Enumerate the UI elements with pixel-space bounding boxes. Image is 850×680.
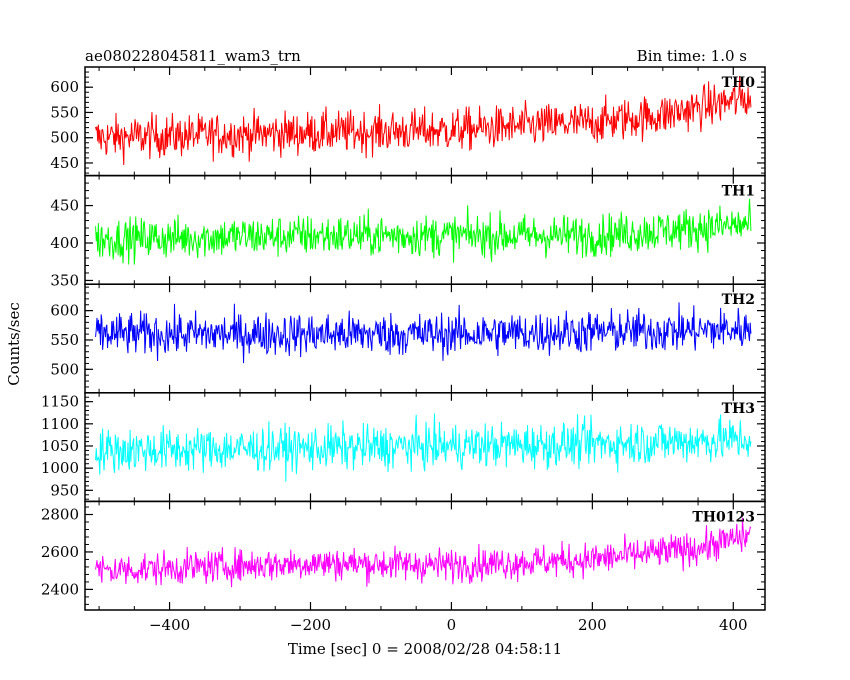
x-axis: −400 −200 0 200 400 (149, 616, 748, 634)
bin-time-label: Bin time: 1.0 s (637, 47, 747, 65)
x-tick-label: 400 (719, 616, 748, 634)
panel-frame (84, 500, 766, 611)
x-tick-label: 200 (578, 616, 607, 634)
y-axis-label: Counts/sec (5, 302, 23, 386)
panel-th1: 350 400 450 TH1 (50, 174, 766, 289)
x-tick-label: −400 (149, 616, 190, 634)
panel-th2: 500 550 600 TH2 (50, 283, 766, 394)
y-tick-label: 1150 (41, 393, 79, 411)
y-tick-label: 600 (50, 78, 79, 96)
panel-label-th1: TH1 (722, 184, 755, 200)
series-line-th2 (95, 302, 752, 364)
y-tick-label: 950 (50, 481, 79, 499)
panel-th3: 950 1000 1050 1100 1150 TH3 (41, 392, 766, 503)
y-tick-label: 2800 (41, 506, 79, 524)
y-tick-label: 550 (50, 103, 79, 121)
y-tick-label: 550 (50, 331, 79, 349)
y-tick-label: 400 (50, 234, 79, 252)
y-tick-label: 1050 (41, 437, 79, 455)
y-tick-label: 500 (50, 360, 79, 378)
panel-th0123: 2400 2600 2800 TH0123 (41, 500, 766, 611)
x-tick-label: −200 (290, 616, 331, 634)
panel-label-th3: TH3 (722, 401, 755, 417)
y-tick-label: 450 (50, 154, 79, 172)
series-line-th3 (95, 413, 752, 482)
y-tick-label: 450 (50, 197, 79, 215)
chart-title: ae080228045811_wam3_trn (85, 47, 301, 65)
series-line-th1 (95, 198, 752, 265)
y-tick-label: 600 (50, 302, 79, 320)
y-tick-label: 1000 (41, 459, 79, 477)
panels-group: 450 500 550 600 TH0 350 400 450 TH1 500 550 600 TH2 9… (41, 66, 766, 611)
series-line-th0 (95, 76, 752, 166)
y-tick-label: 500 (50, 129, 79, 147)
panel-label-th2: TH2 (722, 292, 755, 308)
y-tick-label: 350 (50, 271, 79, 289)
y-tick-label: 1100 (41, 415, 79, 433)
panel-label-th0123: TH0123 (692, 509, 755, 525)
series-line-th0123 (95, 517, 752, 588)
panel-th0: 450 500 550 600 TH0 (50, 66, 766, 177)
x-tick-label: 0 (447, 616, 457, 634)
x-axis-label: Time [sec] 0 = 2008/02/28 04:58:11 (288, 640, 562, 658)
y-tick-label: 2400 (41, 580, 79, 598)
panel-label-th0: TH0 (722, 75, 756, 91)
y-tick-label: 2600 (41, 543, 79, 561)
